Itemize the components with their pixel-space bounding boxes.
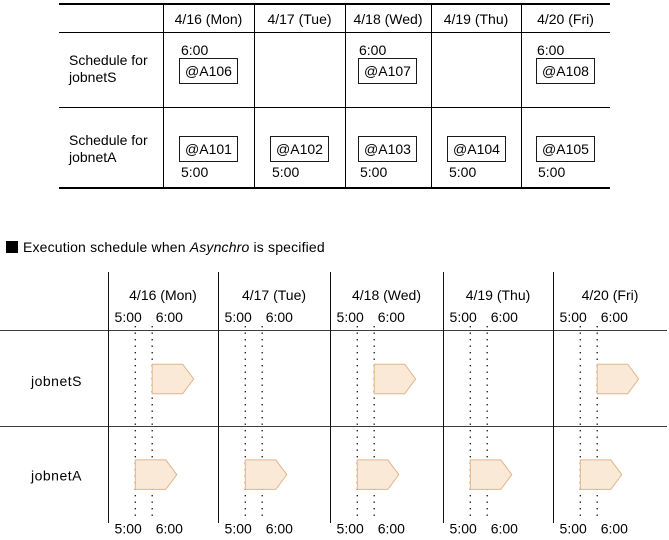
svg-text:5:00: 5:00 — [225, 309, 252, 325]
svg-text:5:00: 5:00 — [560, 521, 587, 537]
svg-text:4/20 (Fri): 4/20 (Fri) — [582, 287, 639, 303]
svg-text:6:00: 6:00 — [601, 521, 628, 537]
svg-text:6:00: 6:00 — [266, 521, 293, 537]
svg-text:4/16 (Mon): 4/16 (Mon) — [129, 287, 197, 303]
svg-text:6:00: 6:00 — [156, 309, 183, 325]
svg-text:5:00: 5:00 — [450, 521, 477, 537]
svg-text:6:00: 6:00 — [378, 521, 405, 537]
svg-text:4/18 (Wed): 4/18 (Wed) — [352, 287, 421, 303]
svg-text:6:00: 6:00 — [156, 521, 183, 537]
svg-text:4/17 (Tue): 4/17 (Tue) — [242, 287, 306, 303]
svg-text:5:00: 5:00 — [337, 521, 364, 537]
svg-text:4/19 (Thu): 4/19 (Thu) — [466, 287, 531, 303]
svg-text:6:00: 6:00 — [378, 309, 405, 325]
svg-text:jobnetS: jobnetS — [30, 373, 82, 389]
svg-text:5:00: 5:00 — [225, 521, 252, 537]
svg-text:5:00: 5:00 — [115, 309, 142, 325]
svg-text:5:00: 5:00 — [115, 521, 142, 537]
svg-text:6:00: 6:00 — [601, 309, 628, 325]
svg-text:5:00: 5:00 — [337, 309, 364, 325]
svg-text:6:00: 6:00 — [266, 309, 293, 325]
svg-text:6:00: 6:00 — [491, 521, 518, 537]
svg-text:5:00: 5:00 — [450, 309, 477, 325]
svg-text:5:00: 5:00 — [560, 309, 587, 325]
svg-text:6:00: 6:00 — [491, 309, 518, 325]
svg-text:jobnetA: jobnetA — [30, 468, 82, 484]
